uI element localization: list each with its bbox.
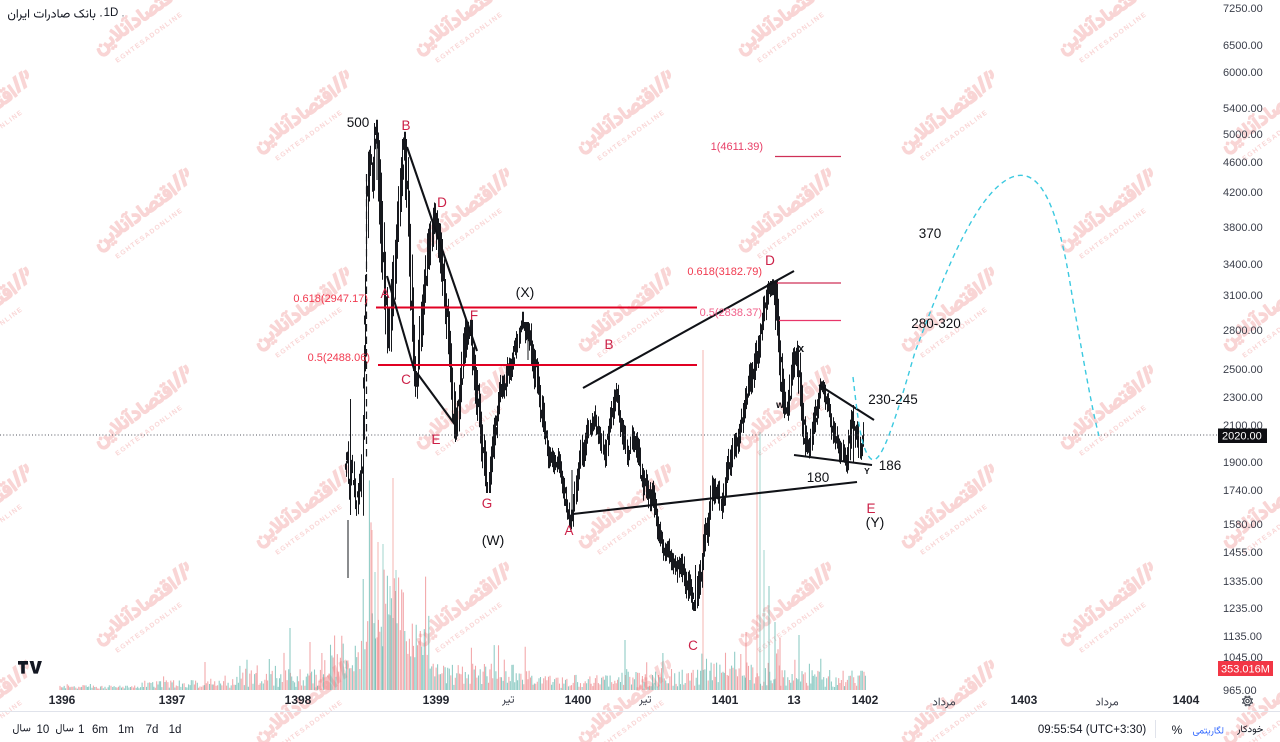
svg-text:370: 370 [919,226,942,241]
svg-text:1401: 1401 [712,693,739,707]
svg-text:1399: 1399 [423,693,450,707]
svg-text:500: 500 [347,115,370,130]
svg-text:09:55:54 (UTC+3:30): 09:55:54 (UTC+3:30) [1038,724,1147,736]
svg-text:0.618(3182.79): 0.618(3182.79) [687,266,762,278]
svg-text:6500.00: 6500.00 [1223,40,1263,52]
svg-text:(Y): (Y) [866,514,885,530]
svg-text:280-320: 280-320 [911,316,961,331]
svg-text:1455.00: 1455.00 [1223,547,1263,559]
svg-text:B: B [401,118,410,133]
svg-text:F: F [470,308,478,323]
svg-text:5400.00: 5400.00 [1223,103,1263,115]
svg-text:1D: 1D [104,7,119,19]
svg-text:A: A [564,523,573,538]
svg-text:1403: 1403 [1011,693,1038,707]
svg-text:10: 10 [37,724,50,736]
svg-text:1404: 1404 [1173,693,1200,707]
svg-text:1235.00: 1235.00 [1223,603,1263,615]
svg-text:4600.00: 4600.00 [1223,157,1263,169]
svg-text:·: · [99,8,103,22]
svg-text:(W): (W) [482,532,505,548]
svg-text:G: G [482,496,493,511]
svg-text:1740.00: 1740.00 [1223,485,1263,497]
svg-text:x: x [798,343,805,355]
svg-text:w: w [775,400,784,411]
svg-text:7250.00: 7250.00 [1223,3,1263,15]
svg-text:6000.00: 6000.00 [1223,67,1263,79]
svg-text:186: 186 [879,458,902,473]
svg-text:2500.00: 2500.00 [1223,364,1263,376]
svg-text:1397: 1397 [159,693,186,707]
svg-text:1580.00: 1580.00 [1223,519,1263,531]
svg-text:3400.00: 3400.00 [1223,259,1263,271]
svg-text:C: C [401,372,411,387]
svg-text:D: D [765,253,775,268]
svg-text:7d: 7d [146,724,159,736]
svg-text:3100.00: 3100.00 [1223,290,1263,302]
svg-text:965.00: 965.00 [1223,685,1257,697]
svg-text:353.016M: 353.016M [1221,664,1270,676]
svg-text:1396: 1396 [49,693,76,707]
svg-text:1: 1 [78,724,84,736]
svg-text:0.5(2488.06): 0.5(2488.06) [308,352,370,364]
svg-text:1335.00: 1335.00 [1223,576,1263,588]
svg-text:1m: 1m [118,724,134,736]
svg-text:1d: 1d [169,724,182,736]
svg-text:3800.00: 3800.00 [1223,222,1263,234]
svg-text:1398: 1398 [285,693,312,707]
svg-text:1135.00: 1135.00 [1223,631,1262,643]
svg-text:1(4611.39): 1(4611.39) [711,141,763,153]
svg-text:2300.00: 2300.00 [1223,392,1263,404]
svg-text:%: % [1172,723,1183,737]
svg-text:E: E [431,432,440,447]
svg-text:1900.00: 1900.00 [1223,457,1263,469]
svg-text:13: 13 [787,693,801,707]
svg-text:5000.00: 5000.00 [1223,129,1263,141]
svg-text:·: · [121,8,125,22]
svg-text:E: E [866,501,875,516]
svg-text:1400: 1400 [565,693,592,707]
svg-text:180: 180 [807,470,830,485]
svg-text:6m: 6m [92,724,108,736]
svg-text:B: B [604,337,613,352]
svg-text:C: C [688,638,698,653]
svg-text:(X): (X) [516,284,535,300]
svg-text:2800.00: 2800.00 [1223,325,1263,337]
svg-text:1402: 1402 [852,693,879,707]
svg-text:0.5(2838.37): 0.5(2838.37) [700,307,762,319]
svg-text:Y: Y [864,466,870,476]
svg-text:0.618(2947.17): 0.618(2947.17) [293,293,368,305]
svg-text:A: A [380,286,389,301]
svg-text:2020.00: 2020.00 [1222,431,1262,443]
svg-text:4200.00: 4200.00 [1223,187,1263,199]
svg-text:D: D [437,195,447,210]
svg-text:230-245: 230-245 [868,392,918,407]
